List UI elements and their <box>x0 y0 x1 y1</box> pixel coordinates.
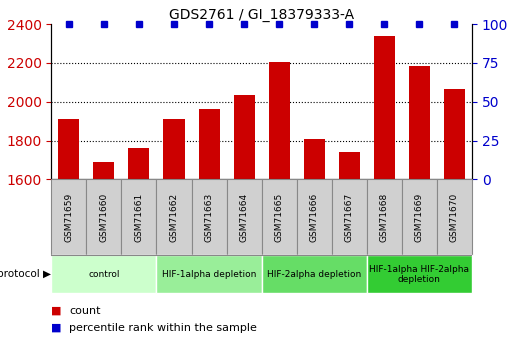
Text: count: count <box>69 306 101 315</box>
Text: GSM71667: GSM71667 <box>345 193 354 242</box>
Bar <box>262 255 367 293</box>
Bar <box>122 179 156 255</box>
Bar <box>199 109 220 179</box>
Text: percentile rank within the sample: percentile rank within the sample <box>69 323 257 333</box>
Text: ■: ■ <box>51 323 62 333</box>
Bar <box>164 119 185 179</box>
Bar <box>58 119 80 179</box>
Text: GSM71664: GSM71664 <box>240 193 249 242</box>
Text: GSM71663: GSM71663 <box>205 193 213 242</box>
Text: HIF-2alpha depletion: HIF-2alpha depletion <box>267 270 361 279</box>
Text: GSM71661: GSM71661 <box>134 193 144 242</box>
Text: GSM71665: GSM71665 <box>274 193 284 242</box>
Bar <box>269 62 290 179</box>
Text: GSM71668: GSM71668 <box>380 193 389 242</box>
Text: GSM71666: GSM71666 <box>310 193 319 242</box>
Text: GSM71669: GSM71669 <box>415 193 424 242</box>
Bar <box>191 179 227 255</box>
Bar <box>51 255 156 293</box>
Bar <box>402 179 437 255</box>
Bar <box>367 255 472 293</box>
Bar <box>86 179 122 255</box>
Bar <box>297 179 332 255</box>
Bar <box>374 36 395 179</box>
Bar <box>128 148 149 179</box>
Text: GSM71660: GSM71660 <box>100 193 108 242</box>
Text: GSM71670: GSM71670 <box>450 193 459 242</box>
Bar <box>156 255 262 293</box>
Title: GDS2761 / GI_18379333-A: GDS2761 / GI_18379333-A <box>169 8 354 22</box>
Text: protocol ▶: protocol ▶ <box>0 269 51 279</box>
Bar <box>409 66 430 179</box>
Text: HIF-1alpha HIF-2alpha
depletion: HIF-1alpha HIF-2alpha depletion <box>369 265 469 284</box>
Text: GSM71662: GSM71662 <box>169 193 179 242</box>
Bar <box>304 139 325 179</box>
Bar <box>51 179 86 255</box>
Bar <box>332 179 367 255</box>
Bar <box>262 179 297 255</box>
Bar <box>367 179 402 255</box>
Bar <box>227 179 262 255</box>
Bar <box>444 89 465 179</box>
Text: HIF-1alpha depletion: HIF-1alpha depletion <box>162 270 256 279</box>
Text: control: control <box>88 270 120 279</box>
Bar <box>93 162 114 179</box>
Bar <box>156 179 191 255</box>
Text: ■: ■ <box>51 306 62 315</box>
Bar <box>339 152 360 179</box>
Bar <box>233 95 254 179</box>
Bar <box>437 179 472 255</box>
Text: GSM71659: GSM71659 <box>64 193 73 242</box>
